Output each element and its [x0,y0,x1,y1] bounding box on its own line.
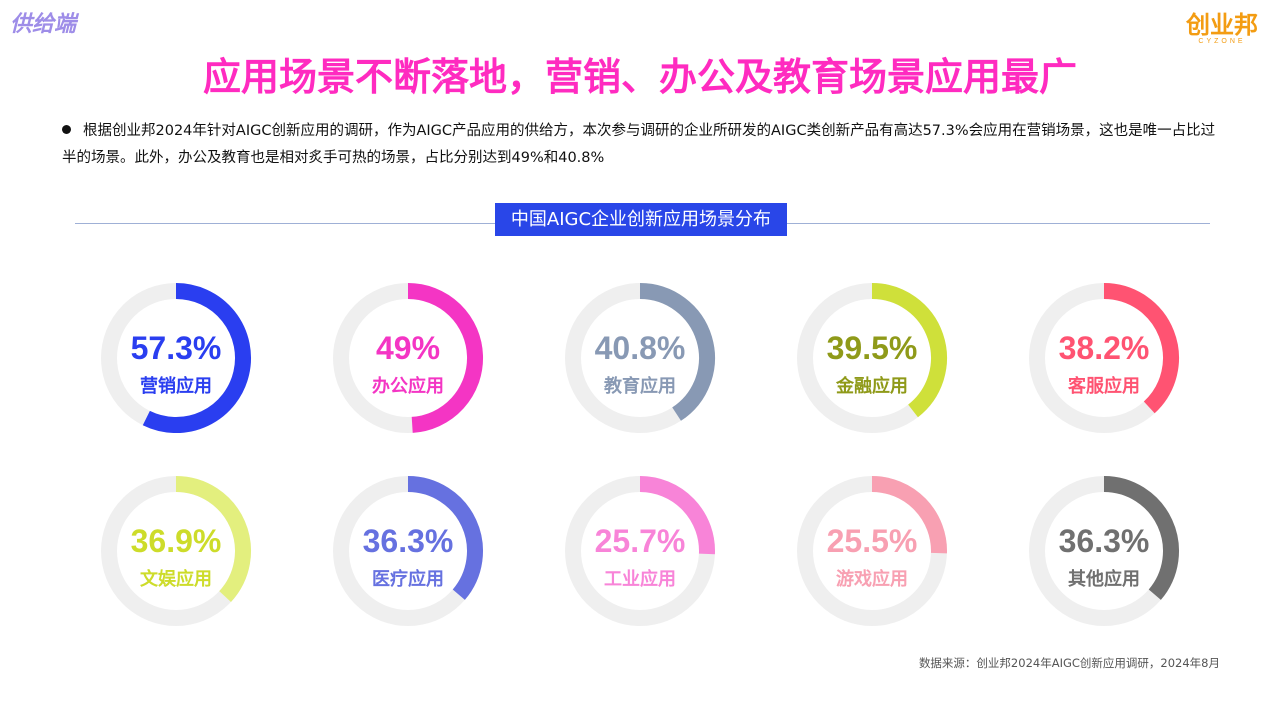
donut-3: 40.8% 教育应用 [565,283,715,433]
donut-category-label: 其他应用 [1068,568,1140,590]
donut-arc [639,476,715,555]
donut-4: 39.5% 金融应用 [797,283,947,433]
bullet-icon [62,125,71,134]
donut-arc [142,283,251,433]
donut-category-label: 医疗应用 [372,568,444,590]
donut-category-label: 游戏应用 [836,568,908,590]
summary-text: 根据创业邦2024年针对AIGC创新应用的调研，作为AIGC产品应用的供给方，本… [62,123,1216,166]
donut-category-label: 教育应用 [604,375,676,397]
brand-logo: 创业邦 CYZONE [1186,12,1258,45]
summary-paragraph: 根据创业邦2024年针对AIGC创新应用的调研，作为AIGC产品应用的供给方，本… [62,118,1222,172]
donut-arc [1103,283,1179,414]
donut-category-label: 金融应用 [835,375,908,397]
donut-category-label: 办公应用 [372,375,444,397]
donut-arc [407,283,484,433]
donut-2: 49% 办公应用 [333,283,484,433]
donut-value-label: 49% [376,330,440,366]
donut-value-label: 25.5% [827,523,918,559]
donut-value-label: 25.7% [595,523,686,559]
donut-category-label: 客服应用 [1068,375,1140,397]
donut-6: 36.9% 文娱应用 [101,476,251,626]
donut-category-label: 营销应用 [140,375,212,397]
chart-title: 中国AIGC企业创新应用场景分布 [495,203,787,236]
donut-arc [871,283,947,418]
corner-label: 供给端 [10,12,77,37]
donut-5: 38.2% 客服应用 [1029,283,1179,433]
donut-arc [175,476,251,602]
donut-8: 25.7% 工业应用 [565,476,715,626]
donut-category-label: 文娱应用 [140,568,212,590]
donut-1: 57.3% 营销应用 [101,283,251,433]
donut-arc [407,476,483,600]
donut-10: 36.3% 其他应用 [1029,476,1179,626]
donut-value-label: 36.3% [363,523,454,559]
logo-text: 创业邦 [1186,11,1258,39]
data-source-note: 数据来源：创业邦2024年AIGC创新应用调研，2024年8月 [918,656,1220,670]
donut-arc [639,283,715,421]
page-title: 应用场景不断落地，营销、办公及教育场景应用最广 [202,55,1077,99]
donut-value-label: 36.9% [131,523,222,559]
donut-arc [871,476,947,554]
donut-value-label: 40.8% [595,330,686,366]
donut-category-label: 工业应用 [604,568,676,590]
donut-value-label: 36.3% [1059,523,1150,559]
logo-subtext: CYZONE [1198,38,1246,45]
donut-value-label: 38.2% [1059,330,1150,366]
donut-9: 25.5% 游戏应用 [797,476,947,626]
donut-7: 36.3% 医疗应用 [333,476,483,626]
donut-arc [1103,476,1179,600]
donut-value-label: 57.3% [131,330,222,366]
donut-value-label: 39.5% [827,330,918,366]
